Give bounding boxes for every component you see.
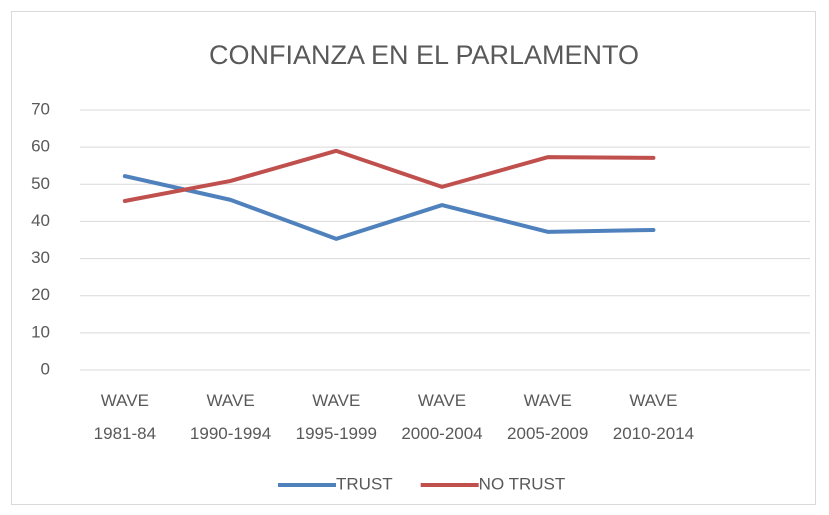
x-tick-label: WAVE 1990-1994: [190, 391, 271, 443]
legend-label: TRUST: [336, 474, 393, 493]
series-line: [122, 174, 656, 241]
y-tick-label: 10: [31, 322, 50, 341]
x-tick-label: WAVE 2000-2004: [401, 391, 482, 443]
y-tick-label: 60: [31, 137, 50, 156]
y-tick-label: 30: [31, 248, 50, 267]
x-tick-label: WAVE 1995-1999: [296, 391, 377, 443]
y-tick-label: 70: [31, 99, 50, 118]
x-tick-label: WAVE 2010-2014: [613, 391, 694, 443]
y-tick-label: 20: [31, 285, 50, 304]
series-line: [122, 148, 656, 203]
y-tick-label: 50: [31, 174, 50, 193]
x-tick-label: WAVE 1981-84: [94, 391, 156, 443]
x-tick-label: WAVE 2005-2009: [507, 391, 588, 443]
y-tick-label: 40: [31, 211, 50, 230]
y-tick-label: 0: [41, 359, 50, 378]
chart-frame: [11, 11, 816, 505]
chart-title: CONFIANZA EN EL PARLAMENTO: [209, 40, 639, 70]
legend-label: NO TRUST: [479, 474, 566, 493]
